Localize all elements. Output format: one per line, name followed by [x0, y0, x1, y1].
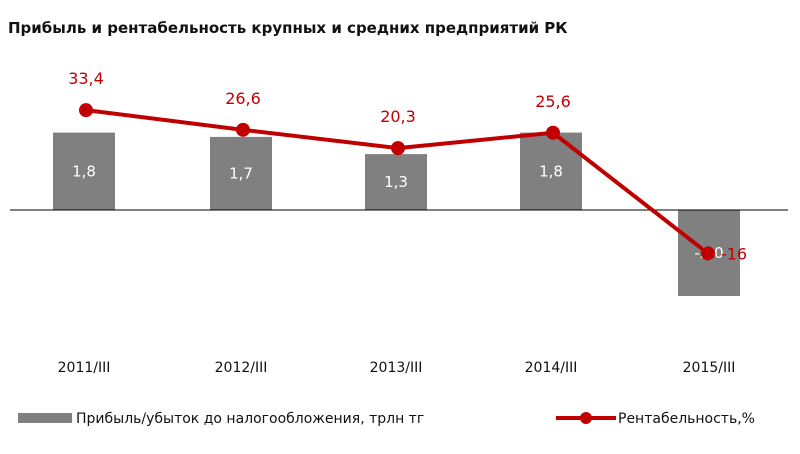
line-point-2012/III: [236, 122, 250, 137]
line-point-2014/III: [546, 125, 560, 140]
line-point-2015/III: [701, 246, 715, 261]
chart-title: Прибыль и рентабельность крупных и средн…: [8, 19, 568, 37]
line-value-label: 33,4: [68, 69, 104, 88]
category-label: 2012/III: [215, 360, 268, 376]
category-label: 2014/III: [525, 360, 578, 376]
line-value-label: 26,6: [225, 89, 261, 108]
legend: Прибыль/убыток до налогообложения, трлн …: [18, 411, 755, 427]
bar-2011/III: [53, 132, 115, 210]
line-value-label: -16: [721, 244, 747, 263]
bar-value-label: 1,7: [229, 164, 253, 182]
category-label: 2011/III: [58, 360, 111, 376]
bar-data-labels: 1,81,71,31,8-2,0: [72, 162, 724, 262]
bar-value-label: 1,8: [72, 162, 96, 180]
bar-2012/III: [210, 136, 272, 210]
line-value-label: 25,6: [535, 92, 571, 111]
category-label: 2013/III: [370, 360, 423, 376]
line-point-2011/III: [79, 103, 93, 118]
legend-line-marker: [580, 412, 592, 424]
line-value-label: 20,3: [380, 107, 416, 126]
legend-bar-swatch: [18, 413, 72, 423]
line-series: [79, 103, 715, 261]
legend-line-label: Рентабельность,%: [618, 411, 755, 427]
bar-value-label: 1,8: [539, 162, 563, 180]
category-label: 2015/III: [683, 360, 736, 376]
line-data-labels: 33,4 26,6 20,3 25,6 -16: [68, 69, 747, 263]
legend-bar-label: Прибыль/убыток до налогообложения, трлн …: [76, 411, 424, 427]
bar-value-label: 1,3: [384, 173, 408, 191]
bar-2013/III: [365, 154, 427, 210]
category-labels: 2011/III 2012/III 2013/III 2014/III 2015/III: [58, 360, 736, 376]
line-point-2013/III: [391, 141, 405, 156]
bar-series: [53, 132, 740, 296]
